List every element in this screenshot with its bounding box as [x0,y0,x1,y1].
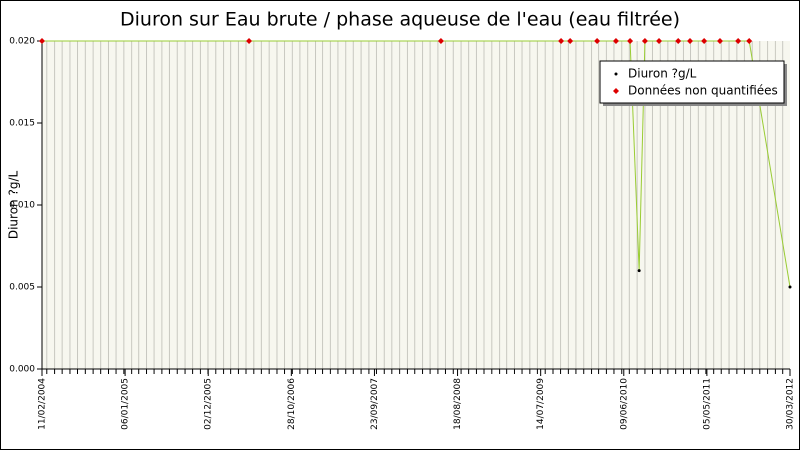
x-tick-label: 18/08/2008 [453,378,463,430]
x-tick-label: 09/06/2010 [619,378,629,430]
non-quantified-marker [612,38,619,44]
point [637,269,641,273]
chart-title: Diuron sur Eau brute / phase aqueuse de … [120,9,680,31]
x-tick-label: 30/03/2012 [786,378,796,430]
non-quantified-marker [641,38,648,44]
legend-marker [613,88,619,94]
x-tick-label: 02/12/2005 [204,378,214,430]
non-quantified-marker [39,38,45,44]
non-quantified-marker [558,38,565,44]
non-quantified-marker [567,38,574,44]
x-tick-label: 05/05/2011 [702,378,712,430]
non-quantified-marker [656,38,663,44]
legend-label: Diuron ?g/L [628,67,697,81]
legend-label: Données non quantifiées [628,84,778,98]
y-tick-label: 0.010 [9,201,35,211]
series-line [42,40,791,288]
y-axis-label: Diuron ?g/L [7,171,21,240]
non-quantified-marker [716,38,723,44]
x-tick-label: 06/01/2005 [121,378,131,430]
non-quantified-marker [627,38,634,44]
y-tick-label: 0.015 [9,119,35,129]
x-tick-label: 23/09/2007 [370,378,380,430]
non-quantified-marker [246,38,253,44]
non-quantified-marker [746,38,753,44]
non-quantified-marker [437,38,444,44]
point [788,285,792,289]
y-tick-label: 0.005 [9,283,35,293]
legend-box [599,60,785,104]
legend-marker [614,72,618,76]
non-quantified-marker [687,38,694,44]
x-tick-label: 11/02/2004 [38,378,48,430]
non-quantified-marker [675,38,682,44]
non-quantified-marker [701,38,708,44]
y-tick-label: 0.000 [9,365,35,375]
non-quantified-marker [594,38,601,44]
y-tick-label: 0.020 [9,37,35,47]
x-tick-label: 14/07/2009 [536,378,546,430]
x-tick-label: 28/10/2006 [287,378,297,430]
non-quantified-marker [735,38,742,44]
